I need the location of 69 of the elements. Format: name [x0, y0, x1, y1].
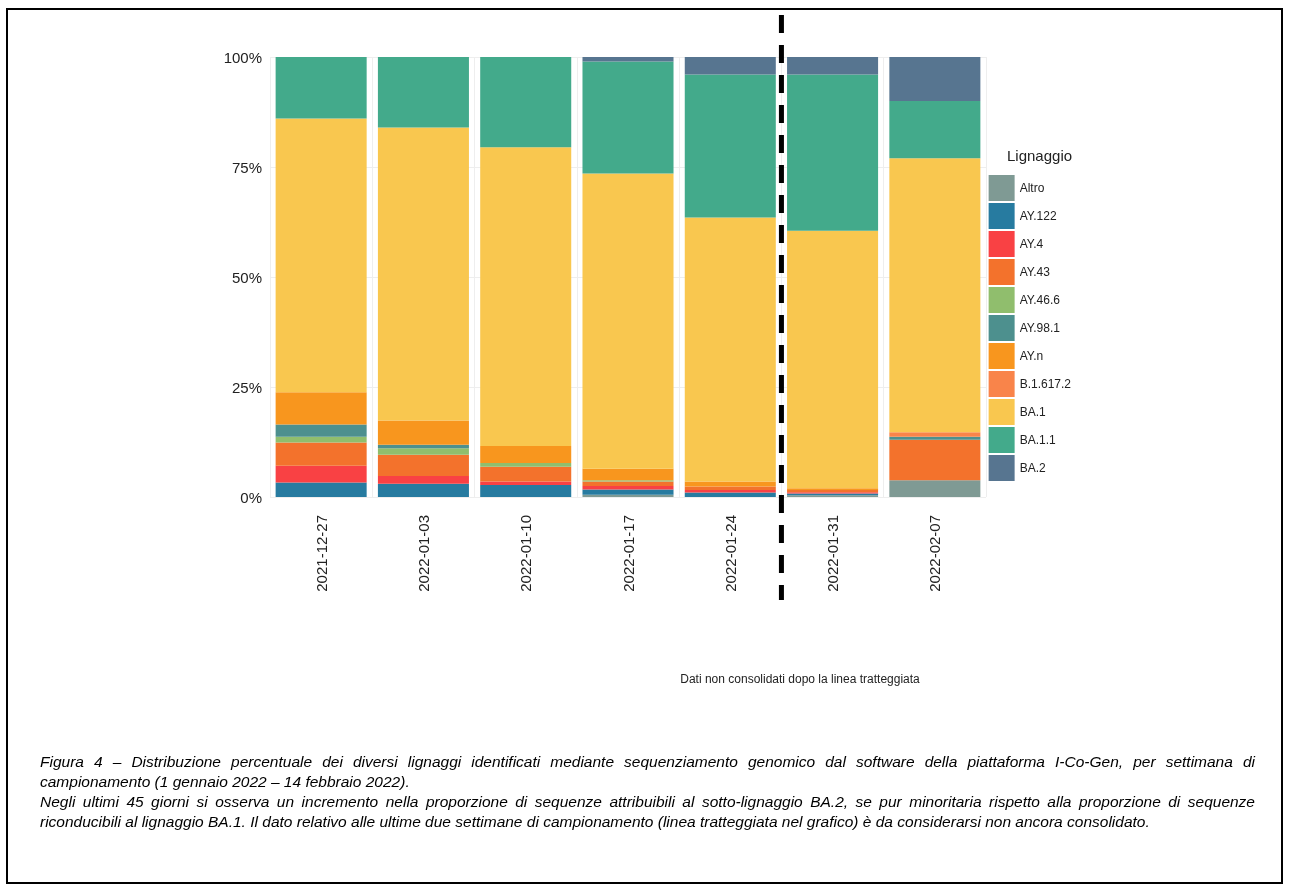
bar [787, 57, 879, 75]
x-tick-label: 2022-01-24 [721, 515, 739, 592]
y-tick-label: 25% [231, 378, 262, 396]
bar [684, 217, 776, 482]
bar [889, 480, 981, 497]
legend-title: Lignaggio [1007, 147, 1073, 164]
bar [582, 481, 674, 486]
bar [889, 432, 981, 437]
y-tick-label: 75% [231, 158, 262, 176]
x-tick-label: 2022-01-17 [619, 515, 637, 592]
bar [480, 147, 572, 446]
x-tick-label: 2022-01-31 [824, 515, 842, 592]
bar [582, 486, 674, 490]
bar [377, 57, 469, 128]
text: Dati non consolidati dopo la linea tratteggiata [679, 672, 921, 686]
legend-label: BA.1.1 [1019, 433, 1056, 447]
bar [377, 127, 469, 421]
legend-label: AY.46.6 [1019, 293, 1061, 307]
bar [582, 468, 674, 481]
bar [480, 463, 572, 467]
bar [275, 442, 367, 466]
x-tick-label: 2022-02-07 [926, 515, 944, 592]
bar [684, 492, 776, 497]
bar [480, 485, 572, 497]
legend-label: AY.98.1 [1019, 321, 1061, 335]
text: Figura 4 – Distribuzione percentuale dei diversi lignaggi identificati mediante sequenziamento genomico dal software della piattaforma I-Co-Gen, per settimana di campionamento (1 gennaio 2022 – 14 febbraio 2022). [40, 752, 1255, 792]
legend-label: BA.1 [1019, 405, 1046, 419]
bar [275, 392, 367, 425]
x-tick-label: 2022-01-03 [414, 515, 432, 592]
bar [480, 445, 572, 464]
bar [377, 483, 469, 497]
bar [889, 158, 981, 433]
legend-label: B.1.617.2 [1019, 377, 1072, 391]
bar [275, 482, 367, 497]
bar [582, 489, 674, 495]
y-tick-label: 100% [223, 48, 262, 66]
bar [582, 57, 674, 62]
bar [889, 436, 981, 440]
bar [377, 420, 469, 445]
bar [787, 230, 879, 489]
legend-label: AY.n [1019, 349, 1044, 363]
bar [889, 101, 981, 159]
y-tick-label: 50% [231, 268, 262, 286]
legend-label: BA.2 [1019, 461, 1046, 475]
bar [275, 424, 367, 437]
x-tick-label: 2021-12-27 [312, 515, 330, 592]
bar [275, 57, 367, 119]
legend-label: Altro [1019, 181, 1045, 195]
bar [582, 494, 674, 497]
legend-label: AY.122 [1019, 209, 1057, 223]
text: Negli ultimi 45 giorni si osserva un incremento nella proporzione di sequenze attribuibili al sotto-lignaggio BA.2, se pur minoritaria rispetto alla proporzione di sequenze riconducibili al lignaggio BA.1. Il dato relativo alle ultime due settimane di campionamento (linea tratteggiata nel grafico) è da considerarsi non ancora consolidato. [40, 792, 1255, 832]
bar [275, 118, 367, 393]
bar [787, 74, 879, 231]
bar [480, 57, 572, 148]
bar [582, 173, 674, 469]
bar [684, 74, 776, 218]
bar [889, 57, 981, 101]
legend-label: AY.4 [1019, 237, 1044, 251]
bar [377, 475, 469, 484]
bar [684, 57, 776, 75]
bar [582, 61, 674, 174]
bar [377, 454, 469, 476]
bar [889, 439, 981, 481]
bar [275, 465, 367, 483]
bar [377, 448, 469, 455]
y-tick-label: 0% [240, 488, 262, 506]
bar [480, 466, 572, 482]
x-tick-label: 2022-01-10 [517, 515, 535, 592]
legend-label: AY.43 [1019, 265, 1051, 279]
